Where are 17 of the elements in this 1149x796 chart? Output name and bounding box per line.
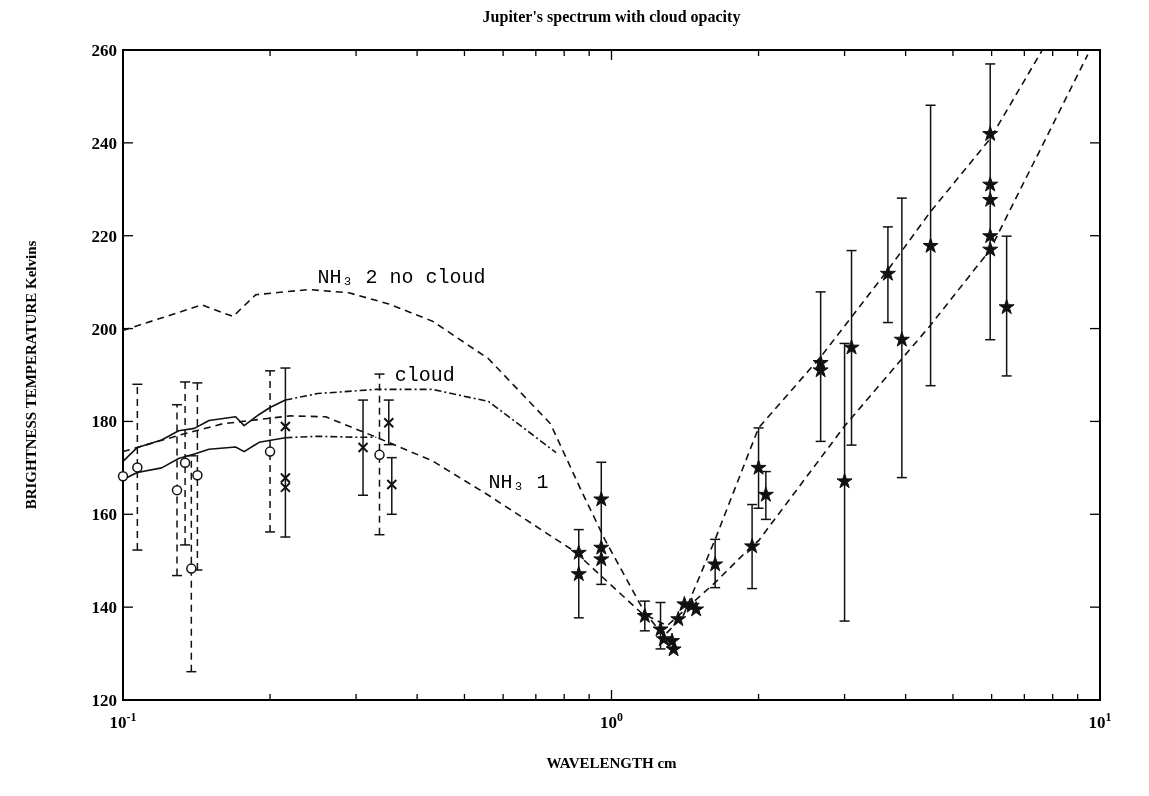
y-tick-label: 140 [91, 598, 117, 618]
annotation: NH₃ 2 no cloud [317, 266, 486, 290]
y-tick-label: 220 [91, 226, 117, 246]
y-axis-title: BRIGHTNESS TEMPERATURE Kelvins [23, 240, 39, 510]
x-axis-title: WAVELENGTH cm [546, 755, 678, 771]
y-tick-label: 120 [91, 691, 117, 710]
y-tick-label: 240 [91, 133, 117, 153]
y-tick-label: 180 [91, 412, 117, 432]
y-tick-label: 260 [91, 41, 117, 60]
y-tick-label: 200 [91, 319, 117, 339]
x-tick-label: 10$^{-1}$ [109, 710, 137, 732]
x-tick-label: 10$^{1}$ [1088, 710, 1112, 732]
annotation: cloud [394, 363, 455, 387]
y-tick-label: 160 [91, 505, 117, 525]
chart-title: Jupiter's spectrum with cloud opacity [482, 8, 741, 26]
x-tick-label: 10$^{0}$ [600, 710, 624, 732]
annotation: NH₃ 1 [488, 470, 549, 494]
